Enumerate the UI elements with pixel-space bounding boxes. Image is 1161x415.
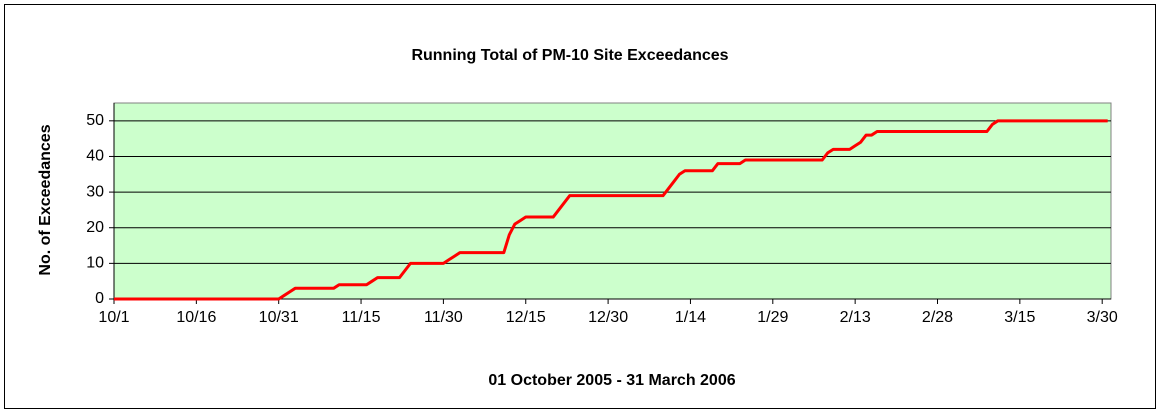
x-tick-label: 12/15 xyxy=(506,309,546,326)
y-axis-title: No. of Exceedances xyxy=(37,124,54,275)
x-tick-label: 10/31 xyxy=(259,309,299,326)
y-tick-label: 40 xyxy=(86,148,104,165)
x-tick-label: 11/30 xyxy=(424,309,463,326)
x-axis-title: 01 October 2005 - 31 March 2006 xyxy=(488,372,735,389)
x-tick-label: 12/30 xyxy=(588,309,628,326)
y-tick-label: 30 xyxy=(86,183,104,200)
data-line xyxy=(114,119,1108,301)
x-tick-label: 10/1 xyxy=(98,309,129,326)
x-tick-label: 2/13 xyxy=(840,309,871,326)
x-tick-label: 1/29 xyxy=(757,309,788,326)
plot-area xyxy=(113,102,1112,300)
x-tick-label: 10/16 xyxy=(176,309,216,326)
y-tick-label: 10 xyxy=(86,255,104,272)
x-tick-label: 3/15 xyxy=(1004,309,1035,326)
x-tick-label: 3/30 xyxy=(1087,309,1118,326)
x-tick-label: 2/28 xyxy=(922,309,953,326)
x-tick-label: 11/15 xyxy=(342,309,381,326)
x-tick-label: 1/14 xyxy=(675,309,706,326)
y-tick-label: 20 xyxy=(86,219,104,236)
y-tick-label: 0 xyxy=(95,290,104,307)
y-tick-label: 50 xyxy=(86,112,104,129)
chart-title: Running Total of PM-10 Site Exceedances xyxy=(411,47,728,64)
